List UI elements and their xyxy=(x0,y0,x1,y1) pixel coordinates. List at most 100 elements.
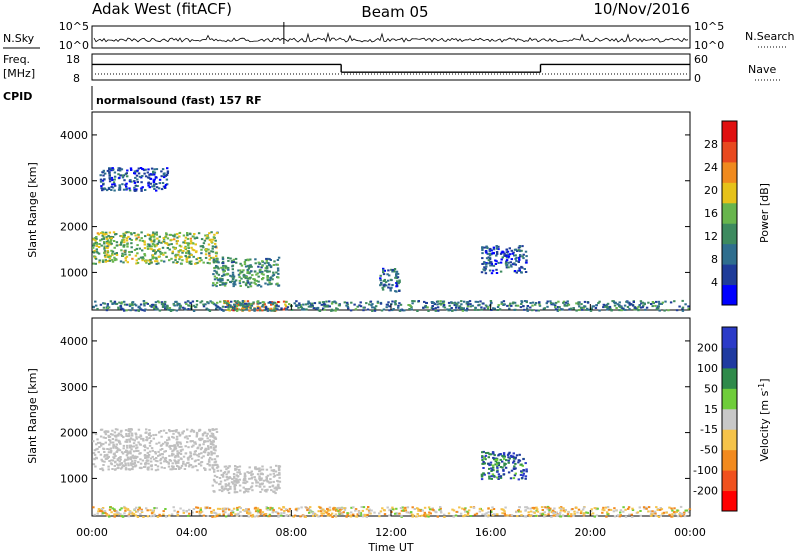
heatmap-cell xyxy=(144,168,147,171)
heatmap-cell xyxy=(529,514,533,517)
heatmap-cell xyxy=(534,514,538,517)
heatmap-cell xyxy=(343,508,347,511)
heatmap-cell xyxy=(148,173,151,176)
heatmap-cell xyxy=(474,306,477,309)
heatmap-cell xyxy=(182,462,185,465)
heatmap-cell xyxy=(133,181,137,184)
heatmap-cell xyxy=(362,306,365,309)
heatmap-cell xyxy=(117,306,120,309)
heatmap-cell xyxy=(221,256,225,259)
heatmap-cell xyxy=(154,452,157,455)
heatmap-cell xyxy=(221,283,224,286)
heatmap-cell xyxy=(354,308,358,311)
heatmap-cell xyxy=(222,513,225,516)
heatmap-cell xyxy=(618,515,621,518)
heatmap-cell xyxy=(226,466,230,469)
heatmap-cell xyxy=(603,509,606,512)
heatmap-cell xyxy=(183,468,187,470)
heatmap-cell xyxy=(591,305,594,308)
heatmap-cell xyxy=(489,461,493,464)
heatmap-cell xyxy=(423,511,426,514)
heatmap-cell xyxy=(368,508,371,511)
heatmap-cell xyxy=(460,300,463,303)
heatmap-cell xyxy=(221,474,224,477)
heatmap-cell xyxy=(168,248,171,251)
heatmap-cell xyxy=(239,507,242,510)
heatmap-cell xyxy=(237,308,241,311)
heatmap-cell xyxy=(259,309,262,312)
heatmap-cell xyxy=(218,489,221,492)
heatmap-cell xyxy=(151,509,155,512)
heatmap-cell xyxy=(496,469,499,472)
heatmap-cell xyxy=(177,455,180,458)
heatmap-cell xyxy=(386,279,390,282)
heatmap-cell xyxy=(171,250,174,253)
heatmap-cell xyxy=(113,189,116,192)
heatmap-cell xyxy=(586,301,590,304)
heatmap-cell xyxy=(609,508,613,511)
heatmap-cell xyxy=(233,304,236,307)
heatmap-cell xyxy=(120,462,123,465)
heatmap-cell xyxy=(225,468,228,471)
heatmap-cell xyxy=(211,484,214,487)
heatmap-cell xyxy=(178,232,181,234)
heatmap-cell xyxy=(480,478,484,481)
heatmap-cell xyxy=(143,304,146,307)
heatmap-cell xyxy=(244,259,247,262)
heatmap-cell xyxy=(547,506,550,509)
heatmap-cell xyxy=(285,308,288,311)
heatmap-cell xyxy=(562,509,565,512)
heatmap-cell xyxy=(554,514,558,516)
heatmap-cell xyxy=(153,458,156,461)
heatmap-cell xyxy=(107,234,110,237)
heatmap-cell xyxy=(224,485,227,488)
heatmap-cell xyxy=(334,515,338,518)
heatmap-cell xyxy=(140,466,143,469)
heatmap-cell xyxy=(473,308,477,311)
heatmap-cell xyxy=(639,514,642,517)
heatmap-cell xyxy=(656,305,660,308)
heatmap-cell xyxy=(495,247,499,250)
heatmap-cell xyxy=(135,444,138,447)
colorbar-segment xyxy=(722,449,737,471)
heatmap-cell xyxy=(143,169,146,172)
heatmap-cell xyxy=(134,309,137,312)
heatmap-cell xyxy=(256,473,260,476)
heatmap-cell xyxy=(241,300,245,302)
heatmap-cell xyxy=(495,260,498,263)
heatmap-cell xyxy=(552,303,555,306)
heatmap-cell xyxy=(130,242,133,245)
heatmap-cell xyxy=(206,463,209,465)
heatmap-cell xyxy=(431,507,434,510)
heatmap-cell xyxy=(139,303,143,306)
heatmap-cell xyxy=(172,246,175,249)
heatmap-cell xyxy=(391,506,394,509)
heatmap-cell xyxy=(558,309,561,312)
heatmap-cell xyxy=(113,259,117,262)
heatmap-cell xyxy=(254,466,257,469)
heatmap-cell xyxy=(240,514,243,517)
heatmap-cell xyxy=(99,435,103,438)
heatmap-cell xyxy=(133,439,136,442)
heatmap-cell xyxy=(326,508,329,511)
heatmap-cell xyxy=(439,507,442,510)
heatmap-cell xyxy=(198,444,201,447)
heatmap-cell xyxy=(250,265,253,268)
heatmap-cell xyxy=(103,251,106,254)
heatmap-cell xyxy=(150,245,153,248)
heatmap-cell xyxy=(627,506,631,509)
heatmap-cell xyxy=(474,300,477,303)
heatmap-cell xyxy=(496,465,499,468)
heatmap-cell xyxy=(324,305,327,308)
heatmap-cell xyxy=(245,306,248,309)
heatmap-cell xyxy=(191,511,194,514)
heatmap-cell xyxy=(223,465,227,468)
heatmap-cell xyxy=(226,484,229,487)
heatmap-cell xyxy=(131,460,134,463)
heatmap-cell xyxy=(432,302,436,304)
heatmap-cell xyxy=(271,485,274,488)
heatmap-cell xyxy=(378,512,381,515)
heatmap-cell xyxy=(687,305,690,308)
heatmap-cell xyxy=(383,269,386,272)
heatmap-cell xyxy=(114,455,117,457)
